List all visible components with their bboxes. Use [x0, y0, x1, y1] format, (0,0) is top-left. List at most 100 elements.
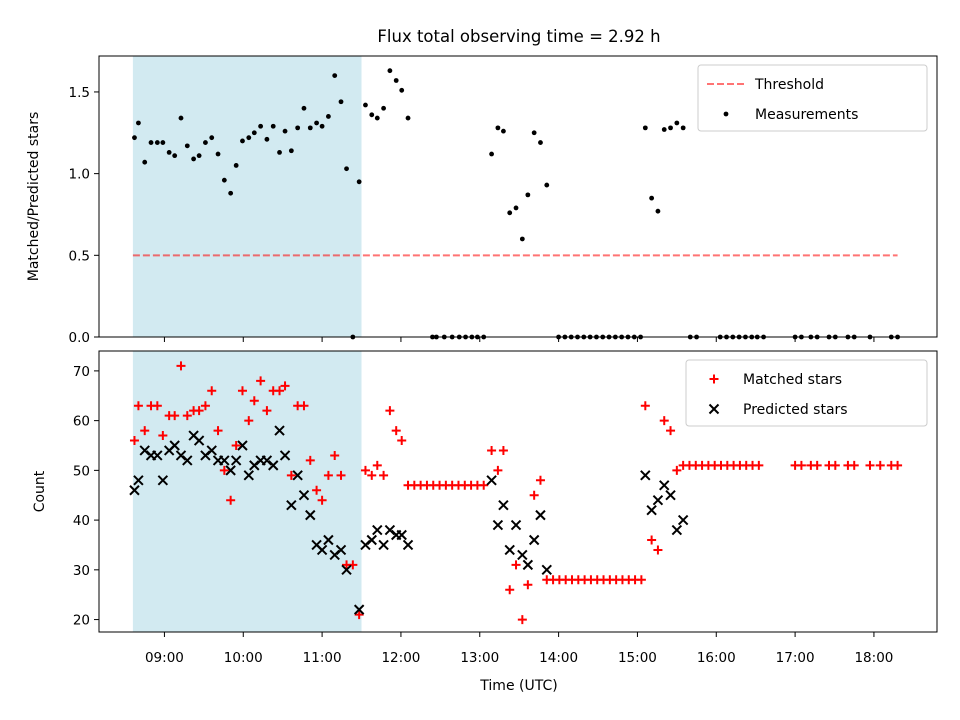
data-point	[517, 549, 528, 561]
data-point	[270, 123, 276, 129]
data-point	[381, 105, 386, 111]
legend-label: Measurements	[755, 107, 858, 123]
data-point	[169, 440, 180, 451]
data-point	[348, 560, 358, 570]
plot-frame	[98, 350, 938, 633]
data-point	[152, 401, 162, 411]
data-point	[249, 396, 259, 406]
data-point	[493, 465, 503, 475]
data-point	[498, 499, 509, 511]
data-point	[129, 436, 139, 446]
legend-label: Matched stars	[743, 372, 842, 388]
data-point	[486, 475, 497, 486]
data-point	[142, 159, 148, 165]
data-point	[277, 149, 282, 155]
x-tick-label: 15:00	[618, 650, 657, 666]
data-point	[489, 151, 494, 157]
data-point	[288, 148, 294, 154]
data-point	[200, 401, 210, 411]
data-point	[529, 490, 539, 500]
data-point	[671, 524, 683, 536]
data-point	[136, 120, 141, 126]
data-point	[510, 519, 522, 531]
data-point	[193, 435, 205, 446]
data-point	[519, 236, 525, 242]
data-point	[893, 460, 903, 470]
data-point	[335, 544, 347, 556]
data-point	[379, 470, 389, 480]
data-point	[393, 78, 399, 83]
data-point	[504, 544, 515, 556]
data-point	[677, 514, 689, 526]
data-point	[498, 445, 508, 455]
observing-window-shade	[132, 56, 362, 337]
data-point	[332, 73, 338, 79]
legend-handle	[709, 374, 719, 384]
ratio-panel: 0.0 0.5 1.0 1.5 Matched/Predicted stars Thres…	[26, 55, 938, 346]
y-tick-label: 20	[73, 613, 90, 629]
y-tick-label: 30	[73, 563, 90, 579]
data-point	[221, 177, 227, 183]
data-point	[366, 534, 377, 546]
data-point	[538, 140, 543, 145]
data-point	[196, 153, 202, 159]
data-point	[875, 460, 885, 470]
y-tick-label: 40	[73, 513, 90, 529]
data-point	[226, 495, 236, 505]
data-point	[378, 539, 389, 551]
data-point	[194, 406, 204, 416]
legend-label: Predicted stars	[743, 402, 848, 418]
data-point	[849, 460, 859, 470]
data-point	[176, 361, 186, 371]
data-point	[636, 575, 646, 585]
data-point	[865, 460, 875, 470]
data-point	[240, 138, 245, 144]
data-point	[544, 182, 550, 188]
data-point	[225, 465, 236, 476]
series-matched-stars	[129, 361, 903, 625]
data-point	[286, 470, 296, 480]
data-point	[191, 156, 197, 162]
legend-label: Threshold	[754, 77, 824, 93]
data-point	[264, 136, 270, 142]
data-point	[129, 485, 140, 496]
data-point	[317, 495, 327, 505]
y-axis-label: Matched/Predicted stars	[26, 112, 42, 282]
data-point	[397, 436, 407, 446]
data-point	[246, 135, 252, 141]
data-point	[323, 534, 334, 546]
data-point	[268, 460, 279, 471]
data-point	[387, 68, 393, 74]
data-point	[323, 470, 333, 480]
count-panel: 20 30 40 50 60 70 09:00 10:00 11:00 12:00 13:00 14:…	[32, 350, 938, 666]
data-point	[237, 440, 248, 451]
data-point	[399, 87, 405, 93]
data-point	[341, 564, 352, 576]
data-point	[812, 460, 822, 470]
data-point	[402, 539, 414, 551]
data-point	[754, 460, 764, 470]
data-point	[672, 465, 682, 475]
data-point	[646, 504, 657, 516]
data-point	[158, 431, 168, 441]
data-point	[182, 455, 193, 466]
data-point	[316, 544, 328, 556]
x-axis-label: Time (UTC)	[479, 678, 557, 694]
data-point	[251, 130, 257, 136]
data-point	[213, 426, 223, 436]
data-point	[256, 376, 266, 386]
data-point	[132, 135, 137, 141]
y-tick-label: 60	[73, 414, 90, 430]
data-point	[258, 123, 264, 129]
data-point	[353, 604, 365, 615]
y-tick-label: 50	[73, 463, 90, 479]
data-point	[661, 127, 667, 132]
data-point	[305, 455, 315, 465]
data-point	[219, 455, 230, 466]
data-point	[312, 485, 322, 495]
data-point	[640, 470, 651, 481]
data-point	[796, 460, 806, 470]
data-point	[275, 386, 285, 396]
data-point	[140, 426, 150, 436]
